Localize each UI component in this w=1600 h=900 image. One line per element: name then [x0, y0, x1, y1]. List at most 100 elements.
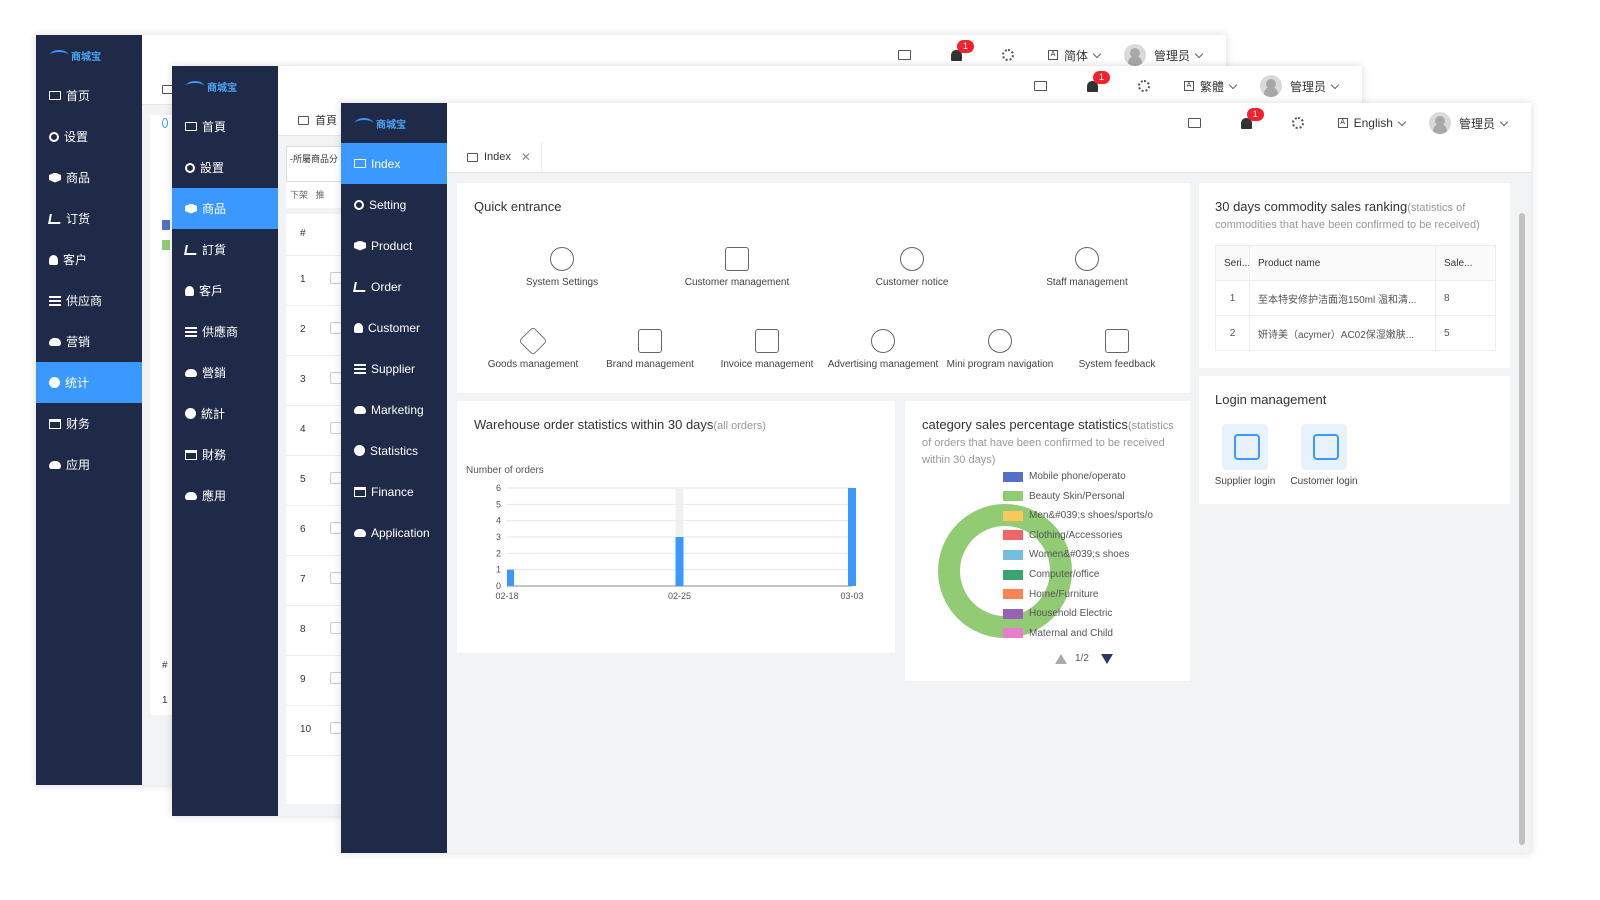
legend-entry[interactable]: Household Electric — [1003, 608, 1112, 619]
quick-entrance-item[interactable]: Customer management — [677, 247, 797, 288]
sidebar-item[interactable]: 訂貨 — [172, 229, 278, 270]
language-select[interactable]: A 简体 — [1047, 47, 1102, 64]
quick-entrance-item[interactable]: System Settings — [502, 247, 622, 288]
sidebar-item[interactable]: Order — [341, 266, 447, 307]
sidebar-item[interactable]: 财务 — [36, 403, 142, 444]
sidebar-item[interactable]: 统计 — [36, 362, 142, 403]
vertical-scrollbar[interactable] — [1519, 213, 1525, 845]
column-header-sales[interactable]: Sale... — [1435, 245, 1496, 281]
row-number: 5 — [300, 474, 306, 485]
sidebar-item[interactable]: 供應商 — [172, 311, 278, 352]
table-row: # — [286, 214, 346, 256]
fullscreen-icon[interactable] — [1187, 118, 1201, 128]
sidebar-item[interactable]: 統計 — [172, 393, 278, 434]
quick-entrance-label: Staff management — [1046, 277, 1128, 288]
legend-entry[interactable]: Mobile phone/operato — [1003, 471, 1126, 482]
sidebar-item[interactable]: Customer — [341, 307, 447, 348]
sidebar-item[interactable]: 首页 — [36, 75, 142, 116]
sidebar-item-label: 商品 — [202, 202, 227, 216]
sidebar-item[interactable]: 商品 — [36, 157, 142, 198]
notification-button[interactable]: 1 — [1240, 107, 1264, 129]
legend-entry[interactable]: Home/Furniture — [1003, 589, 1098, 600]
legend-entry[interactable]: Clothing/Accessories — [1003, 530, 1122, 541]
refresh-icon[interactable] — [1137, 80, 1150, 92]
x-tick-label: 03-03 — [840, 591, 863, 601]
sidebar-item[interactable]: 应用 — [36, 444, 142, 485]
sidebar-item[interactable]: Index — [341, 143, 447, 184]
sidebar-item[interactable]: 商品 — [172, 188, 278, 229]
quick-entrance-item[interactable]: Mini program navigation — [940, 329, 1060, 370]
pager-down-icon[interactable] — [1100, 653, 1113, 664]
sidebar-item[interactable]: 设置 — [36, 116, 142, 157]
recommend-button[interactable]: 推 — [315, 190, 325, 200]
sidebar-item[interactable]: 首頁 — [172, 106, 278, 147]
language-select[interactable]: A 繁體 — [1183, 78, 1238, 95]
quick-entrance-item[interactable]: Staff management — [1027, 247, 1147, 288]
column-header-serial[interactable]: Seri... — [1215, 245, 1250, 281]
sidebar-item[interactable]: Application — [341, 512, 447, 553]
close-icon[interactable]: ✕ — [520, 150, 531, 164]
legend-entry[interactable]: Maternal and Child — [1003, 628, 1113, 639]
quick-entrance-card: Quick entrance System Settings Customer m… — [457, 183, 1190, 393]
sidebar-item[interactable]: 財務 — [172, 434, 278, 475]
sidebar-item[interactable]: Finance — [341, 471, 447, 512]
category-filter-input[interactable]: -所屬商品分 — [286, 146, 346, 182]
quick-entrance-item[interactable]: Customer notice — [852, 247, 972, 288]
sidebar-item-label: 應用 — [202, 489, 227, 503]
quick-entrance-title: Quick entrance — [474, 199, 562, 214]
sidebar-item-label: Product — [371, 238, 413, 253]
table-row: 2 — [286, 306, 346, 356]
refresh-icon[interactable] — [1291, 117, 1304, 129]
customer-login-button[interactable]: Customer login — [1284, 424, 1364, 487]
product-name-cell: 至本特安修护洁面泡150ml 温和清... — [1249, 280, 1436, 316]
pie-chart-icon — [354, 445, 365, 456]
user-menu[interactable]: 管理员 — [1428, 112, 1509, 134]
quick-entrance-item[interactable]: Invoice management — [707, 329, 827, 370]
legend-entry[interactable]: Men&#039;s shoes/sports/o — [1003, 510, 1153, 521]
sidebar-item[interactable]: 營銷 — [172, 352, 278, 393]
sidebar-item[interactable]: 設置 — [172, 147, 278, 188]
column-header-product[interactable]: Product name — [1249, 245, 1436, 281]
legend-entry[interactable]: Beauty Skin/Personal — [1003, 491, 1125, 502]
refresh-icon[interactable] — [1001, 49, 1014, 61]
tab-index[interactable]: Index ✕ — [457, 142, 542, 172]
sidebar-item[interactable]: 應用 — [172, 475, 278, 516]
table-row: 6 — [286, 506, 346, 556]
sidebar-item[interactable]: Statistics — [341, 430, 447, 471]
notification-badge: 1 — [1092, 70, 1110, 84]
list-icon — [185, 326, 197, 337]
logo: 商城宝 — [36, 35, 142, 75]
sidebar-item[interactable]: 供应商 — [36, 280, 142, 321]
notification-badge: 1 — [1246, 107, 1264, 121]
quick-entrance-item[interactable]: Brand management — [590, 329, 710, 370]
sidebar-item[interactable]: 订货 — [36, 198, 142, 239]
quick-entrance-label: Customer management — [684, 277, 790, 288]
sidebar-item-label: 客户 — [63, 253, 88, 267]
quick-entrance-item[interactable]: Advertising management — [823, 329, 943, 370]
off-shelf-button[interactable]: 下架 — [290, 190, 309, 200]
sidebar-item[interactable]: Marketing — [341, 389, 447, 430]
notification-button[interactable]: 1 — [950, 39, 974, 61]
legend-entry[interactable]: Computer/office — [1003, 569, 1099, 580]
notification-button[interactable]: 1 — [1086, 70, 1110, 92]
sidebar-item[interactable]: Setting — [341, 184, 447, 225]
fullscreen-icon[interactable] — [1033, 81, 1047, 91]
pager-up-icon[interactable] — [1055, 653, 1067, 664]
sidebar-item[interactable]: Supplier — [341, 348, 447, 389]
user-menu[interactable]: 管理员 — [1259, 75, 1340, 97]
user-menu[interactable]: 管理员 — [1123, 44, 1204, 66]
legend-entry[interactable]: Women&#039;s shoes — [1003, 549, 1129, 560]
sidebar-item[interactable]: 客戶 — [172, 270, 278, 311]
fullscreen-icon[interactable] — [897, 50, 911, 60]
bar — [507, 569, 514, 586]
tab-home[interactable]: 首頁 — [288, 105, 348, 135]
sidebar-item[interactable]: Product — [341, 225, 447, 266]
language-select[interactable]: A English — [1337, 116, 1407, 130]
supplier-login-button[interactable]: Supplier login — [1205, 424, 1285, 487]
sidebar-item[interactable]: 营销 — [36, 321, 142, 362]
table-row: 5 — [286, 456, 346, 506]
quick-entrance-item[interactable]: System feedback — [1057, 329, 1177, 370]
row-number: # — [300, 228, 306, 239]
quick-entrance-item[interactable]: Goods management — [473, 326, 593, 370]
sidebar-item[interactable]: 客户 — [36, 239, 142, 280]
